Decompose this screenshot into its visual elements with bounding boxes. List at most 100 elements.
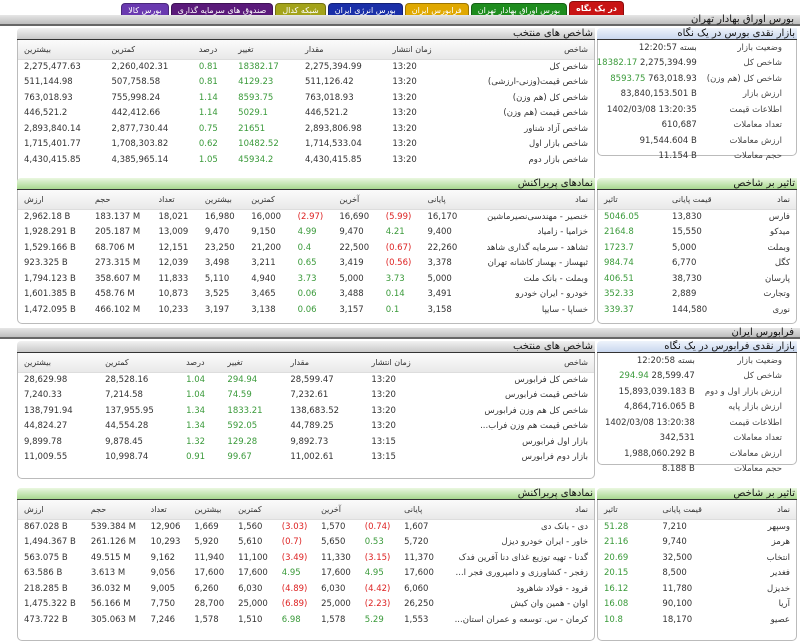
impact-row[interactable]: وتجارت 2,889 352.33: [598, 287, 796, 303]
active-symbol-row[interactable]: زفجر - کشاورزی و دامپروری فجر ا... 17,600…: [18, 566, 594, 582]
active-symbol-row[interactable]: فرود - فولاد شاهرود 6,060 (4.42) 6,030 (4.89…: [18, 581, 594, 597]
impact-row-col-header[interactable]: قیمت پایانی: [656, 500, 740, 520]
active-symbol-row-cell: 18,021: [158, 212, 189, 222]
active-symbol-row[interactable]: خزامیا - زامیاد 9,400 4.21 9,470 4.99 9,150 9,…: [18, 225, 594, 241]
impact-row[interactable]: انتخاب 32,500 20.69: [598, 550, 796, 566]
active-symbol-row[interactable]: خنصیر - مهندسی‌نصیرماشین 16,170 (5.99) 16,6…: [18, 209, 594, 225]
index-row[interactable]: شاخص کل هم وزن فرابورس 13:20 138,683.52 183…: [18, 403, 594, 419]
index-row-cell: 13:20: [392, 92, 417, 103]
impact-row[interactable]: وسپهر 7,210 51.28: [598, 519, 796, 535]
index-row-col-header[interactable]: شاخص: [433, 353, 594, 373]
index-row[interactable]: شاخص کل فرابورس 13:20 28,599.47 294.94 1.04 2…: [18, 372, 594, 388]
impact-row[interactable]: عصیو 18,170 10.8: [598, 612, 796, 628]
index-row[interactable]: شاخص کل 13:20 2,275,394.99 18382.17 0.81 2,26…: [18, 59, 594, 75]
index-row-col-header[interactable]: مقدار: [284, 353, 366, 373]
active-symbol-row-col-header[interactable]: [275, 500, 316, 520]
active-symbol-row-col-header[interactable]: ارزش: [18, 190, 89, 210]
index-row[interactable]: شاخص آزاد شناور 13:20 2,893,806.98 21651 0.7…: [18, 121, 594, 137]
impact-row[interactable]: خدیزل 11,780 16.12: [598, 581, 796, 597]
impact-row-col-header[interactable]: نماد: [740, 190, 796, 210]
active-symbol-row-cell: 1,560: [238, 522, 263, 532]
impact-row[interactable]: وبملت 5,000 1723.7: [598, 240, 796, 256]
active-symbol-row-col-header[interactable]: آخرین: [333, 190, 380, 210]
impact-row[interactable]: نوری 144,580 339.37: [598, 302, 796, 318]
active-symbol-row[interactable]: وبملت - بانک ملت 5,000 3.73 5,000 3.73 4,940 5…: [18, 271, 594, 287]
index-row-cell: 1.14: [198, 92, 218, 103]
impact-row-col-header[interactable]: تاثیر: [598, 190, 667, 210]
active-symbol-row-col-header[interactable]: ارزش: [18, 500, 85, 520]
impact-row[interactable]: کگل 6,770 984.74: [598, 256, 796, 272]
active-symbol-row-cell: 1,578: [321, 614, 346, 625]
active-symbol-row[interactable]: خساپا - سایپا 3,158 0.1 3,157 0.06 3,138 3,197…: [18, 302, 594, 318]
index-row-col-header[interactable]: تغییر: [232, 40, 299, 60]
index-row[interactable]: شاخص بازار اول 13:20 1,714,533.04 10482.52 0…: [18, 137, 594, 153]
index-row-cell: 99.67: [227, 452, 252, 463]
active-symbol-row-col-header[interactable]: نماد: [467, 190, 594, 210]
active-symbol-row[interactable]: دی - بانک دی 1,607 (0.74) 1,570 (3.03) 1,560 1…: [18, 519, 594, 535]
active-symbol-row-col-header[interactable]: تعداد: [144, 500, 189, 520]
index-row-col-header[interactable]: زمان انتشار: [365, 353, 434, 373]
active-symbol-row-cell: 4,940: [251, 273, 276, 284]
active-symbol-row-col-header[interactable]: [291, 190, 334, 210]
active-symbol-row-col-header[interactable]: کمترین: [232, 500, 276, 520]
impact-row[interactable]: میدکو 15,550 2164.8: [598, 225, 796, 241]
index-row-col-header[interactable]: درصد: [192, 40, 233, 60]
active-symbol-row-col-header[interactable]: بیشترین: [188, 500, 233, 520]
index-row[interactable]: شاخص قیمت فرابورس 13:20 7,232.61 74.59 1.04 7…: [18, 388, 594, 404]
index-row-cell: 1,708,303.82: [111, 139, 169, 150]
active-symbol-row-col-header[interactable]: [358, 500, 399, 520]
index-row-col-header[interactable]: کمترین: [105, 40, 193, 60]
impact-row-table: نماد قیمت پایانی تاثیر وسپهر 7,210 51.28 هرمز 9…: [598, 500, 796, 628]
impact-row[interactable]: فغدیر 8,500 20.15: [598, 566, 796, 582]
active-symbol-row-cell: 16,170: [427, 212, 458, 222]
active-symbol-row[interactable]: اوان - همین وان کیش 26,250 (2.23) 25,000 (6.…: [18, 597, 594, 613]
impact-row-col-header[interactable]: تاثیر: [598, 500, 657, 520]
index-row-cell: 21651: [238, 123, 266, 134]
active-symbol-row-col-header[interactable]: تعداد: [152, 190, 199, 210]
active-symbol-row-col-header[interactable]: کمترین: [245, 190, 292, 210]
active-symbol-row-col-header[interactable]: پایانی: [398, 500, 442, 520]
index-row-col-header[interactable]: زمان انتشار: [386, 40, 452, 60]
index-row-col-header[interactable]: بیشترین: [18, 353, 100, 373]
active-symbol-row-cell: 1,510: [238, 614, 263, 625]
index-impact: تاثیر بر شاخص نماد قیمت پایانی تاثیر فارس 13,…: [597, 178, 797, 324]
snapshot-value-cell: 1402/03/08 13:20:35: [591, 102, 701, 118]
impact-row-cell: 7,210: [662, 522, 687, 532]
impact-row-col-header[interactable]: قیمت پایانی: [666, 190, 741, 210]
impact-row[interactable]: پارسان 38,730 406.51: [598, 271, 796, 287]
index-row-col-header[interactable]: تغییر: [221, 353, 285, 373]
active-symbol-row[interactable]: کرمان - س. توسعه و عمران استان... 1,553 5.…: [18, 612, 594, 628]
active-symbol-row[interactable]: خاور - ایران خودرو دیزل 5,720 0.53 5,650 (0.…: [18, 535, 594, 551]
snapshot-value-cell: بسته 12:20:58: [598, 353, 699, 369]
index-row[interactable]: شاخص قیمت (هم وزن) 13:20 446,521.2 5029.1 1.…: [18, 106, 594, 122]
active-symbol-row-cell: 12,039: [158, 258, 189, 269]
index-row-col-header[interactable]: درصد: [180, 353, 222, 373]
impact-row[interactable]: فارس 13,830 5046.05: [598, 209, 796, 225]
active-symbol-row[interactable]: ثبهساز - بهساز کاشانه تهران 3,378 (0.56) 3,…: [18, 256, 594, 272]
impact-row[interactable]: آریا 90,100 16.08: [598, 597, 796, 613]
active-symbol-row[interactable]: خودرو - ایران خودرو 3,491 0.14 3,488 0.06 3,4…: [18, 287, 594, 303]
active-symbol-row-col-header[interactable]: حجم: [84, 500, 145, 520]
active-symbol-row-col-header[interactable]: پایانی: [421, 190, 468, 210]
index-row-col-header[interactable]: شاخص: [451, 40, 594, 60]
active-symbol-row-col-header[interactable]: [379, 190, 422, 210]
index-row[interactable]: شاخص بازار دوم 13:20 4,430,415.85 45934.2 1.…: [18, 152, 594, 168]
active-symbol-row[interactable]: گدنا - تهیه توزیع غذای دنا آفرین فدک 11,3…: [18, 550, 594, 566]
impact-row[interactable]: هرمز 9,740 21.16: [598, 535, 796, 551]
active-symbol-row-col-header[interactable]: نماد: [441, 500, 594, 520]
index-row-col-header[interactable]: بیشترین: [18, 40, 106, 60]
active-symbol-row-col-header[interactable]: بیشترین: [198, 190, 246, 210]
index-row[interactable]: شاخص کل (هم وزن) 13:20 763,018.93 8593.75 1.…: [18, 90, 594, 106]
index-row-cell: شاخص بازار دوم: [528, 154, 588, 165]
active-symbol-row-col-header[interactable]: آخرین: [315, 500, 359, 520]
index-row[interactable]: بازار اول فرابورس 13:15 9,892.73 129.28 1.32…: [18, 434, 594, 450]
index-row[interactable]: شاخص قیمت هم وزن فراب... 13:20 44,789.25 59…: [18, 419, 594, 435]
index-row[interactable]: شاخص قیمت(وزنی-ارزشی) 13:20 511,126.42 4129…: [18, 75, 594, 91]
active-symbol-row-col-header[interactable]: حجم: [88, 190, 153, 210]
index-row[interactable]: بازار دوم فرابورس 13:15 11,002.61 99.67 0.91…: [18, 450, 594, 466]
snapshot-row: حجم معاملات 11.154 B: [591, 149, 796, 165]
active-symbol-row[interactable]: ثشاهد - سرمایه گذاری شاهد 22,260 (0.67) 22,…: [18, 240, 594, 256]
index-row-col-header[interactable]: مقدار: [298, 40, 387, 60]
index-row-col-header[interactable]: کمترین: [99, 353, 181, 373]
impact-row-col-header[interactable]: نماد: [739, 500, 796, 520]
